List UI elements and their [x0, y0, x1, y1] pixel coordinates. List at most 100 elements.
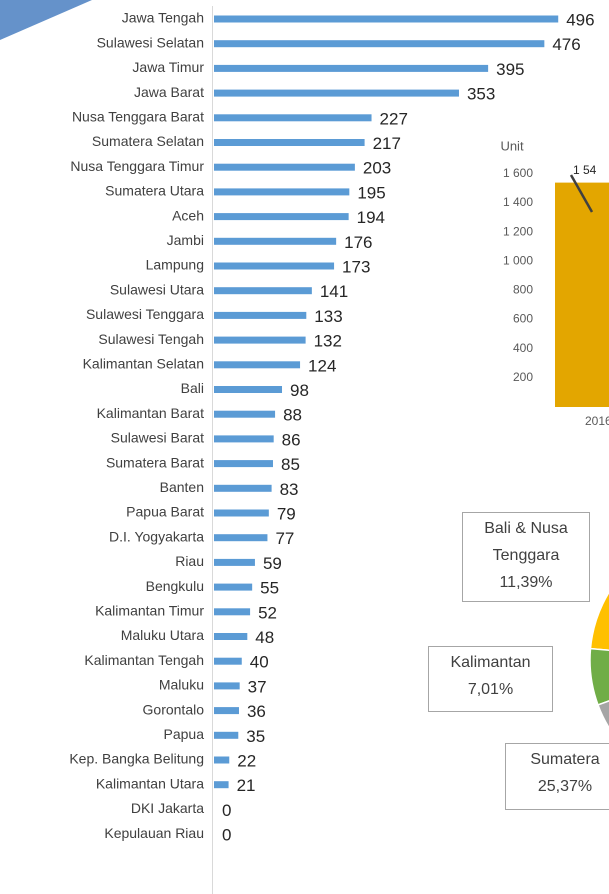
value-label: 83 [280, 480, 299, 499]
value-label: 176 [344, 233, 372, 252]
bar [214, 336, 306, 344]
bar [214, 509, 269, 517]
pie-slice [589, 647, 609, 706]
value-label: 48 [255, 628, 274, 647]
y-tick-label: 200 [513, 370, 533, 384]
value-label: 35 [246, 727, 265, 746]
bar [214, 64, 489, 72]
bar [214, 237, 337, 245]
y-axis-label: Unit [500, 138, 524, 153]
category-label: Sulawesi Utara [110, 281, 204, 297]
value-label: 52 [258, 603, 277, 622]
value-label: 86 [282, 430, 301, 449]
category-label: Maluku [159, 677, 204, 693]
value-label: 98 [290, 381, 309, 400]
slice-label: Sumatera [530, 751, 600, 768]
bar [214, 756, 230, 764]
value-label: 77 [275, 529, 294, 548]
category-label: Nusa Tenggara Barat [72, 109, 204, 125]
pie-slice [589, 591, 609, 652]
value-label: 79 [277, 504, 296, 523]
bar [214, 583, 253, 591]
category-label: Kalimantan Utara [96, 775, 204, 791]
category-label: Riau [175, 553, 204, 569]
value-label: 55 [260, 579, 279, 598]
bar [214, 163, 355, 171]
category-label: Kalimantan Tengah [84, 652, 204, 668]
value-label: 0 [222, 801, 231, 820]
callout: Bali & Nusa Tenggara 11,39% [462, 512, 590, 602]
category-label: Sulawesi Tenggara [86, 306, 204, 322]
category-label: Kalimantan Selatan [83, 356, 204, 372]
bar [214, 311, 307, 319]
value-label: 37 [248, 677, 267, 696]
bar [214, 213, 349, 221]
category-label: D.I. Yogyakarta [109, 528, 204, 544]
value-label: 132 [314, 332, 342, 351]
bar [214, 287, 312, 295]
value-label: 496 [566, 10, 594, 29]
bar [214, 657, 242, 665]
bar [214, 89, 459, 97]
pie-slice [597, 700, 609, 729]
bar [214, 608, 251, 616]
trend-line [569, 174, 594, 213]
bar [214, 139, 365, 146]
value-label: 1 54 [573, 163, 597, 177]
bar [214, 460, 273, 468]
bar [555, 182, 609, 407]
slice-label: Bali & Nusa Tenggara [484, 520, 568, 564]
category-label: Aceh [172, 207, 204, 223]
category-label: Maluku Utara [121, 627, 204, 643]
category-label: Sumatera Selatan [92, 133, 204, 149]
value-label: 36 [247, 702, 266, 721]
value-label: 217 [373, 134, 401, 153]
value-label: 133 [314, 307, 342, 326]
category-label: Lampung [146, 257, 204, 273]
y-tick-label: 1 600 [503, 166, 533, 180]
bar [214, 633, 248, 640]
y-tick-label: 600 [513, 312, 533, 326]
y-tick-label: 800 [513, 283, 533, 297]
bar [214, 534, 268, 542]
bar [214, 386, 283, 393]
category-label: Jawa Timur [132, 59, 204, 75]
bar [214, 114, 372, 122]
y-tick-label: 400 [513, 341, 533, 355]
category-label: Sulawesi Barat [111, 430, 204, 446]
value-label: 88 [283, 406, 302, 425]
callout: Sumatera 25,37% [505, 743, 609, 810]
category-label: Gorontalo [143, 701, 205, 717]
y-tick-label: 1 400 [503, 195, 533, 209]
category-label: DKI Jakarta [131, 800, 204, 816]
bar [214, 435, 274, 443]
category-label: Nusa Tenggara Timur [70, 158, 204, 174]
category-label: Jawa Barat [134, 84, 204, 100]
value-label: 227 [380, 109, 408, 128]
bar [214, 707, 239, 715]
value-label: 141 [320, 282, 348, 301]
category-label: Sumatera Utara [105, 183, 204, 199]
category-label: Kep. Bangka Belitung [69, 751, 204, 767]
slice-value: 11,39% [499, 574, 553, 591]
bar [214, 15, 559, 23]
bar [214, 558, 255, 566]
value-label: 476 [552, 35, 580, 54]
bar [214, 731, 239, 739]
value-label: 194 [357, 208, 385, 227]
category-label: Bengkulu [146, 578, 204, 594]
value-label: 22 [237, 751, 256, 770]
category-label: Banten [160, 479, 204, 495]
slice-label: Kalimantan [450, 654, 531, 671]
category-label: Papua Barat [126, 504, 204, 520]
bar [214, 188, 350, 196]
value-label: 0 [222, 826, 231, 845]
bar [214, 781, 229, 789]
bar [214, 484, 272, 492]
category-label: Kepulauan Riau [104, 825, 204, 841]
category-label: Sulawesi Tengah [98, 331, 204, 347]
value-label: 353 [467, 85, 495, 104]
category-label: Jawa Tengah [122, 10, 204, 26]
y-tick-label: 1 000 [503, 253, 533, 267]
